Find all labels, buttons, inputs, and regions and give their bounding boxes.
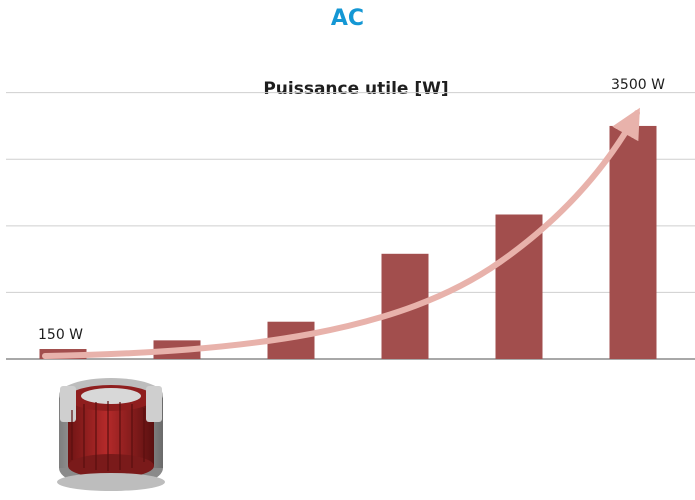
- bar-6: [609, 125, 657, 359]
- chart-title: Puissance utile [W]: [263, 79, 448, 99]
- page-heading: AC: [330, 6, 365, 31]
- gridlines: [6, 92, 695, 360]
- annotation-end: 3500 W: [611, 77, 665, 93]
- bars: [39, 125, 657, 359]
- annotation-start: 150 W: [38, 327, 83, 343]
- electric-motor-icon: [57, 378, 165, 491]
- trend-arrow: [42, 107, 640, 359]
